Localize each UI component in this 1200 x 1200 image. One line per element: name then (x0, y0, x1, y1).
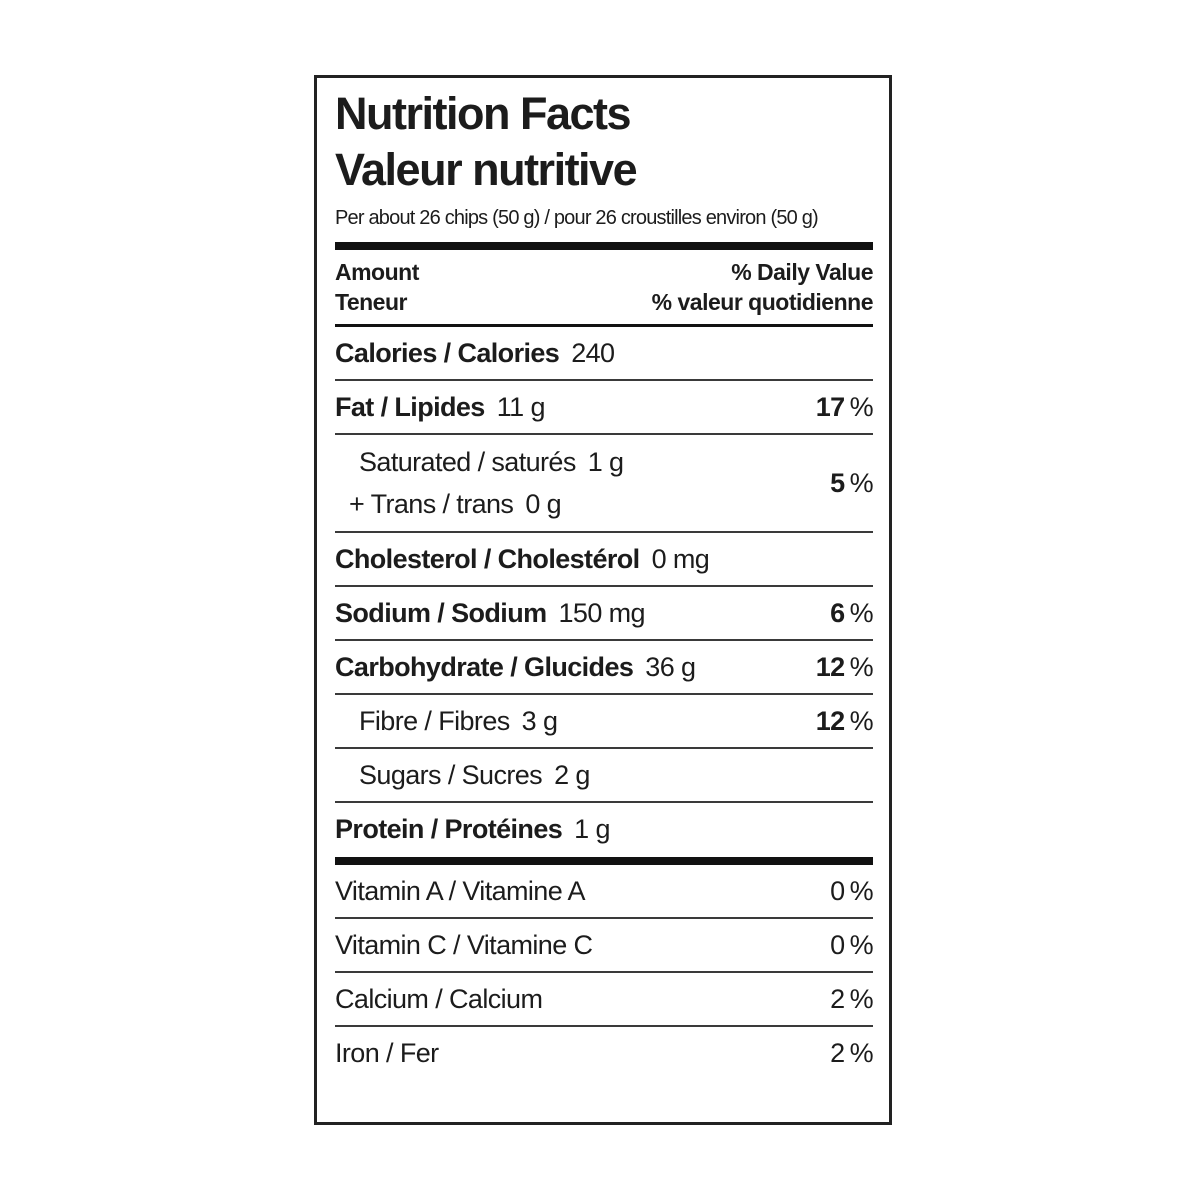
row-sugars: Sugars / Sucres 2 g (335, 749, 873, 801)
nutrient-name: Sodium / Sodium (335, 598, 547, 628)
nutrient-name: Carbohydrate / Glucides (335, 652, 634, 682)
daily-value: 2% (830, 984, 873, 1014)
row-protein: Protein / Protéines 1 g (335, 803, 873, 855)
saturated-line: Saturated / saturés 1 g (359, 447, 624, 477)
title-english: Nutrition Facts (335, 88, 632, 139)
row-calories: Calories / Calories 240 (335, 327, 873, 379)
row-vitamin-c: Vitamin C / Vitamine C 0% (335, 919, 874, 971)
nutrient-amount: 11 g (496, 392, 546, 422)
daily-value: 17% (815, 392, 874, 422)
row-carbohydrate: Carbohydrate / Glucides 36 g 12% (335, 641, 874, 693)
daily-value-header-en: % Daily Value (731, 259, 873, 285)
separator-thick-bottom (335, 857, 873, 865)
nutrient-name: Calcium / Calcium (335, 984, 543, 1014)
row-calcium: Calcium / Calcium 2% (335, 973, 874, 1025)
column-header: Amount Teneur % Daily Value % valeur quo… (335, 257, 874, 317)
row-saturated-trans: Saturated / saturés 1 g + Trans / trans 0 … (335, 435, 874, 531)
nutrient-amount: 2 g (554, 760, 590, 790)
nutrient-amount: 36 g (645, 652, 696, 682)
separator-thin (335, 585, 873, 587)
row-vitamin-a: Vitamin A / Vitamine A 0% (335, 865, 874, 917)
nutrient-amount: 150 mg (558, 598, 646, 628)
daily-value: 0% (830, 930, 873, 960)
nutrient-name: Vitamin C / Vitamine C (335, 930, 593, 960)
separator-thin (335, 639, 873, 641)
nutrient-amount: 1 g (574, 814, 610, 844)
trans-line: + Trans / trans 0 g (349, 489, 562, 519)
nutrient-name: Protein / Protéines (335, 814, 563, 844)
nutrient-name: Sugars / Sucres (359, 760, 543, 790)
nutrient-name: Vitamin A / Vitamine A (335, 876, 586, 906)
row-iron: Iron / Fer 2% (335, 1027, 874, 1079)
nutrient-amount: 3 g (521, 706, 558, 736)
daily-value: 0% (830, 876, 873, 906)
separator-thin (335, 1025, 873, 1027)
nutrient-name: Fibre / Fibres (359, 706, 510, 736)
nutrient-name: Calories / Calories (335, 338, 560, 368)
daily-value: 12% (815, 652, 874, 682)
separator-thin (335, 693, 873, 695)
separator-thin (335, 747, 873, 749)
row-sodium: Sodium / Sodium 150 mg 6% (335, 587, 874, 639)
nutrient-name: Iron / Fer (335, 1038, 439, 1068)
nutrient-name: Cholesterol / Cholestérol (335, 544, 640, 574)
nutrient-name: Fat / Lipides (335, 392, 485, 422)
serving-size: Per about 26 chips (50 g) / pour 26 crou… (335, 207, 819, 229)
amount-header-en: Amount (335, 259, 419, 285)
title-french: Valeur nutritive (335, 144, 638, 195)
separator-thin (335, 433, 873, 435)
separator-thin (335, 379, 873, 381)
separator-thick-top (335, 242, 873, 250)
nutrient-amount: 0 mg (651, 544, 710, 574)
amount-header-fr: Teneur (335, 289, 407, 315)
nutrient-amount: 240 (571, 338, 615, 368)
separator-thin (335, 801, 873, 803)
daily-value: 2% (830, 1038, 873, 1068)
row-fat: Fat / Lipides 11 g 17% (335, 381, 874, 433)
separator-thin (335, 531, 873, 533)
row-cholesterol: Cholesterol / Cholestérol 0 mg (335, 533, 873, 585)
daily-value-header-fr: % valeur quotidienne (651, 289, 874, 315)
separator-thin (335, 917, 873, 919)
nutrition-facts-label: Nutrition Facts Valeur nutritive Per abo… (314, 75, 892, 1125)
row-fibre: Fibre / Fibres 3 g 12% (335, 695, 874, 747)
separator-thin (335, 971, 873, 973)
daily-value: 6% (830, 598, 873, 628)
daily-value: 5% (830, 468, 873, 498)
daily-value: 12% (815, 706, 874, 736)
separator-medium (335, 324, 873, 327)
